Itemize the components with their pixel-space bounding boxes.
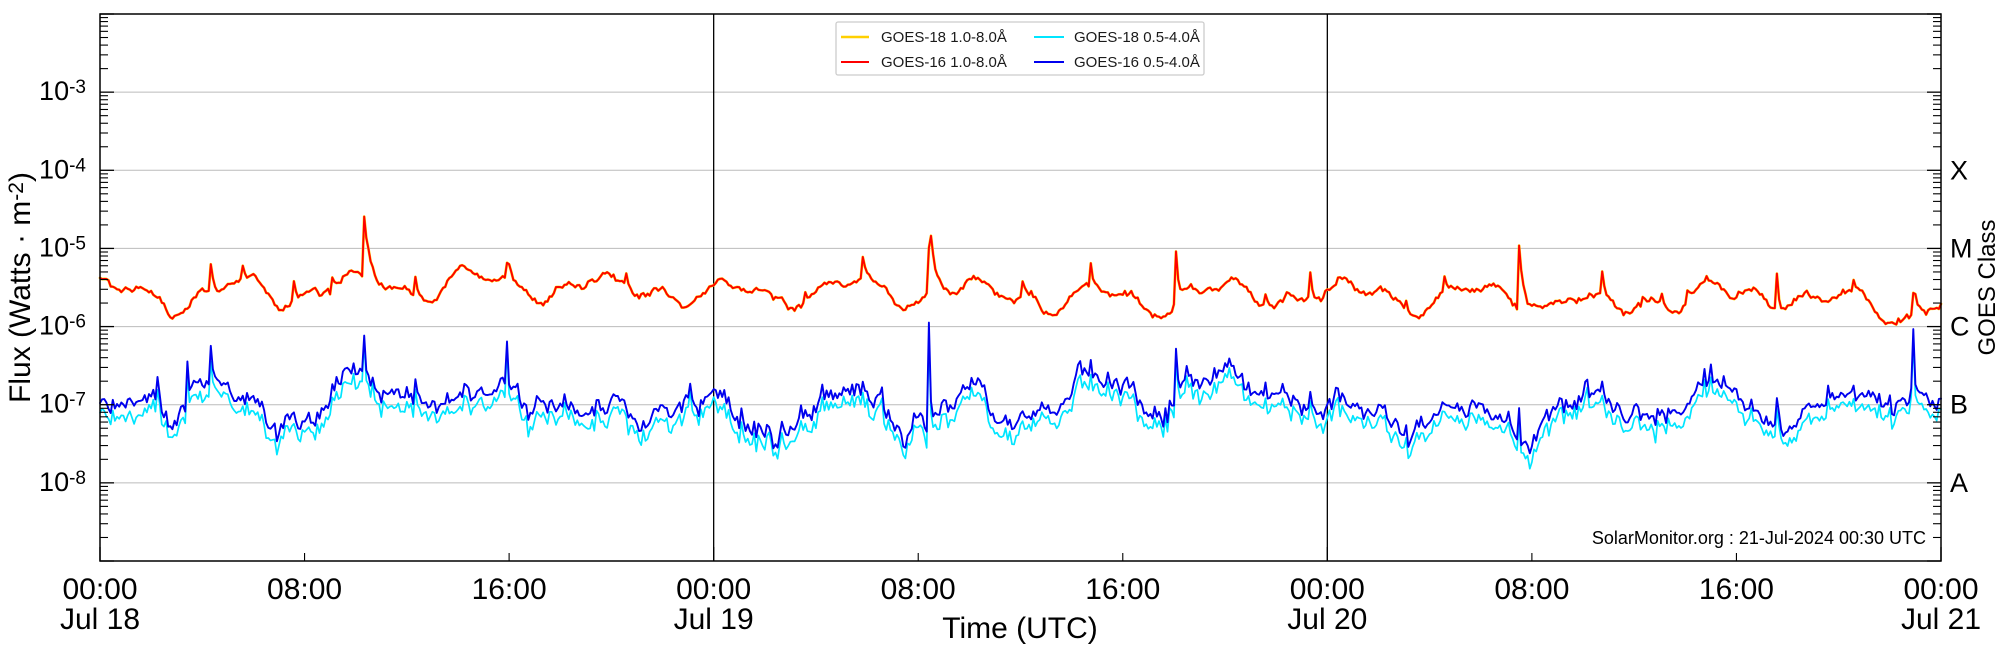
svg-text:10-3: 10-3 (39, 76, 86, 106)
svg-text:Time (UTC): Time (UTC) (942, 612, 1098, 645)
svg-text:Jul 19: Jul 19 (674, 603, 754, 636)
svg-text:B: B (1950, 390, 1968, 420)
svg-text:10-7: 10-7 (39, 389, 86, 419)
svg-text:Jul 21: Jul 21 (1901, 603, 1981, 636)
svg-text:16:00: 16:00 (472, 573, 547, 606)
svg-text:GOES Class: GOES Class (1974, 219, 2000, 355)
svg-text:00:00: 00:00 (676, 573, 751, 606)
svg-text:08:00: 08:00 (1494, 573, 1569, 606)
svg-text:GOES-16 0.5-4.0Å: GOES-16 0.5-4.0Å (1074, 54, 1200, 71)
svg-text:10-5: 10-5 (39, 232, 86, 262)
svg-text:GOES-18 0.5-4.0Å: GOES-18 0.5-4.0Å (1074, 29, 1200, 46)
svg-text:SolarMonitor.org : 21-Jul-2024: SolarMonitor.org : 21-Jul-2024 00:30 UTC (1592, 528, 1926, 548)
svg-text:10-8: 10-8 (39, 467, 86, 497)
svg-text:Jul 18: Jul 18 (60, 603, 140, 636)
svg-text:08:00: 08:00 (881, 573, 956, 606)
svg-text:X: X (1950, 155, 1968, 185)
svg-text:16:00: 16:00 (1699, 573, 1774, 606)
svg-text:10-6: 10-6 (39, 311, 86, 341)
svg-text:C: C (1950, 312, 1970, 342)
svg-text:10-4: 10-4 (39, 154, 86, 184)
svg-text:00:00: 00:00 (1903, 573, 1978, 606)
svg-text:00:00: 00:00 (1290, 573, 1365, 606)
svg-text:Flux (Watts · m-2): Flux (Watts · m-2) (4, 172, 37, 403)
svg-text:16:00: 16:00 (1085, 573, 1160, 606)
svg-text:M: M (1950, 233, 1973, 263)
svg-text:GOES-18 1.0-8.0Å: GOES-18 1.0-8.0Å (881, 29, 1007, 46)
svg-text:00:00: 00:00 (62, 573, 137, 606)
svg-text:A: A (1950, 468, 1968, 498)
svg-text:Jul 20: Jul 20 (1287, 603, 1367, 636)
svg-text:08:00: 08:00 (267, 573, 342, 606)
svg-text:GOES-16 1.0-8.0Å: GOES-16 1.0-8.0Å (881, 54, 1007, 71)
